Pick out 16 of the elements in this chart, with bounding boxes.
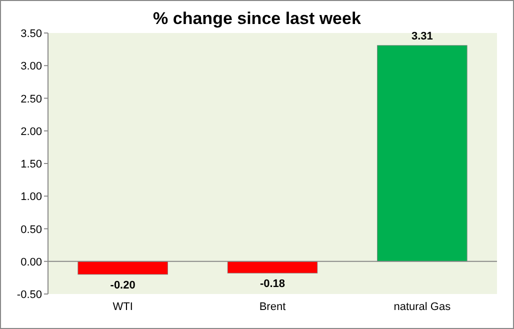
x-tick-label: natural Gas	[394, 301, 452, 313]
y-tick-label: 2.00	[20, 126, 42, 138]
y-tick-label: 2.50	[20, 93, 42, 106]
y-tick-label: 3.00	[20, 60, 42, 73]
chart-title: % change since last week	[153, 9, 362, 28]
y-tick-label: 3.50	[20, 28, 42, 40]
y-tick-label: 0.50	[20, 224, 42, 236]
y-tick-label: 1.00	[20, 191, 42, 204]
y-tick-label: 1.50	[20, 158, 42, 170]
data-label: -0.20	[110, 279, 136, 292]
x-tick-label: WTI	[112, 301, 133, 313]
x-tick-label: Brent	[259, 301, 286, 313]
data-label: -0.18	[260, 278, 286, 290]
y-tick-label: 0.00	[20, 256, 42, 268]
data-label: 3.31	[411, 30, 433, 42]
y-tick-label: -0.50	[16, 289, 42, 301]
